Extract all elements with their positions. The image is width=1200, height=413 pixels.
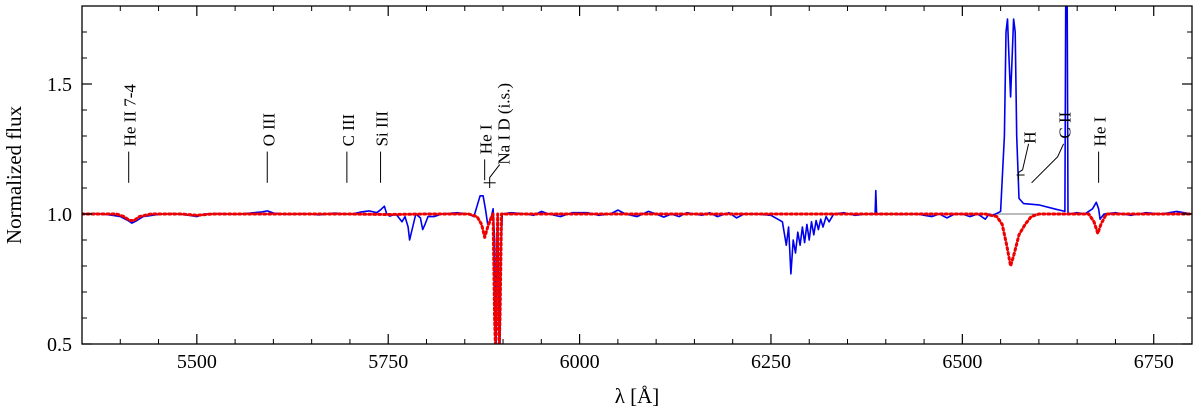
spectral-line-label: Si III (373, 111, 392, 147)
x-axis-label: λ [Å] (615, 384, 660, 408)
observed-spectrum-line (82, 6, 1192, 344)
y-tick-label: 1.5 (47, 74, 72, 96)
x-tick-label: 5750 (368, 351, 408, 373)
line-marker-H (1018, 143, 1030, 181)
spectral-line-label: He I (1091, 116, 1110, 146)
line-marker-C-II (1031, 143, 1065, 184)
spectrum-series-group (82, 6, 1192, 344)
model-spectrum-line (82, 212, 1192, 344)
spectral-line-label: C III (339, 113, 358, 146)
plot-frame (81, 5, 1193, 345)
spectral-line-label: H (1021, 132, 1040, 144)
line-marker-Na-I-D (489, 164, 501, 188)
x-tick-label: 6750 (1134, 351, 1174, 373)
y-tick-label: 0.5 (47, 334, 72, 356)
x-tick-label: 6500 (942, 351, 982, 373)
x-tick-label: 6000 (560, 351, 600, 373)
spectral-line-label: O III (259, 113, 278, 147)
y-axis-label: Normalized flux (2, 105, 26, 244)
spectral-line-label: Na I D (i.s.) (495, 83, 514, 165)
x-tick-label: 6250 (751, 351, 791, 373)
y-tick-label: 1.0 (47, 204, 72, 226)
x-tick-label: 5500 (177, 351, 217, 373)
spectral-line-label: C II (1056, 111, 1075, 138)
line-labels-group: He II 7-4 O III C III Si III He I Na I D (i.s… (121, 83, 1110, 188)
spectral-line-label: He I (477, 124, 496, 154)
spectral-line-label: He II 7-4 (121, 84, 140, 147)
ticks-group: 5500 5750 6000 6250 6500 6750 0.5 1.0 1.5 (47, 6, 1193, 373)
axes-group (81, 5, 1193, 345)
